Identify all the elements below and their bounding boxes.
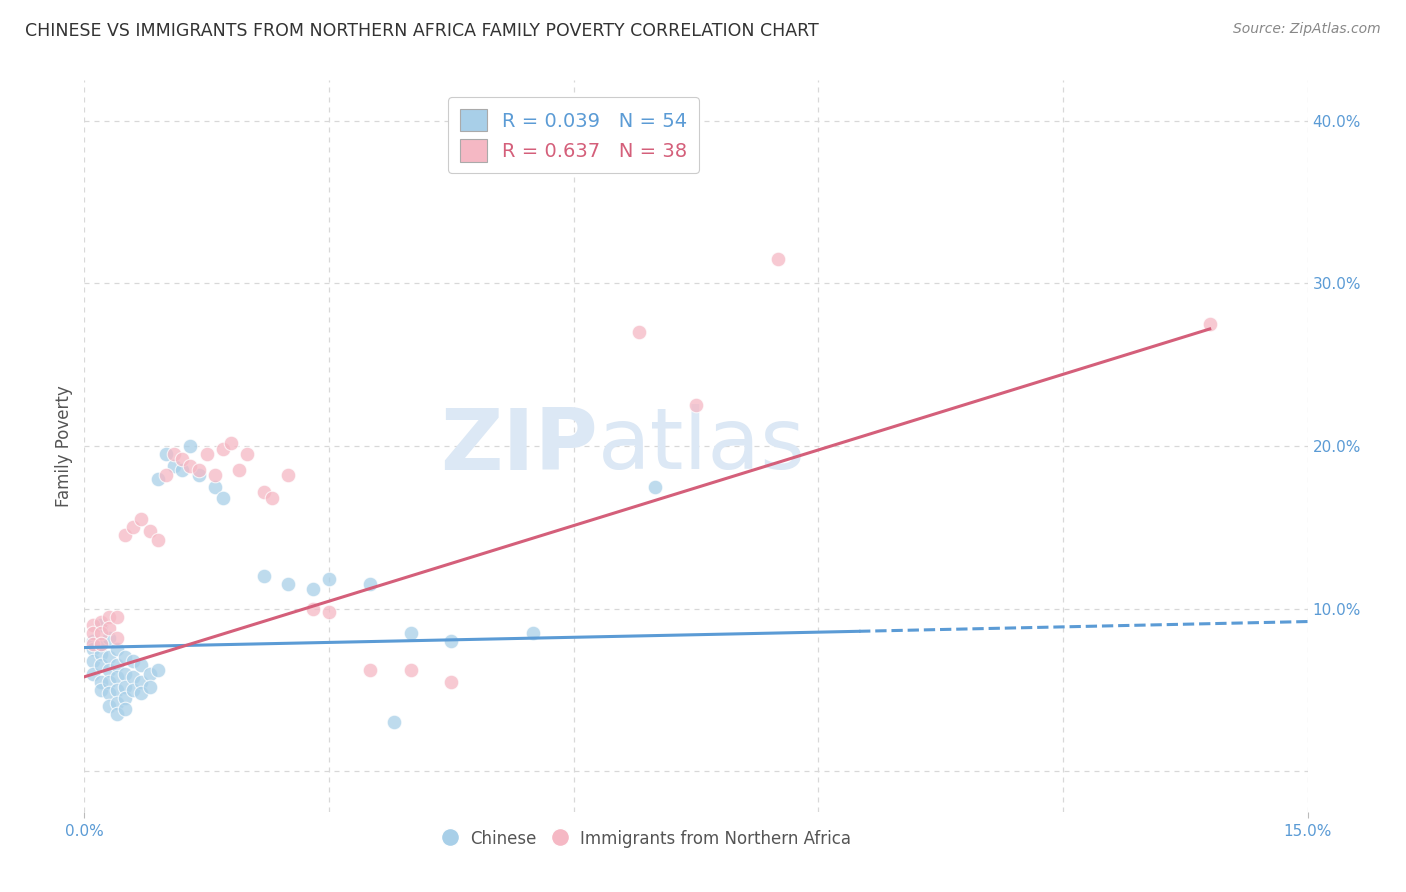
Point (138, 666, 160, 681)
Point (82, 617, 104, 632)
Point (219, 435, 242, 450)
Point (105, 707, 128, 722)
Point (97, 686, 120, 700)
Point (82, 666, 104, 681)
Point (105, 631, 128, 645)
Point (146, 471, 169, 485)
Point (212, 442, 235, 457)
Point (90, 617, 112, 632)
Point (138, 680, 160, 694)
Point (82, 637, 104, 651)
Point (253, 569, 276, 583)
Point (399, 626, 422, 640)
Point (97, 650, 120, 665)
Point (172, 452, 194, 467)
Point (131, 686, 153, 700)
Point (90, 682, 112, 697)
Text: atlas: atlas (598, 404, 806, 488)
Point (318, 605, 340, 619)
Text: CHINESE VS IMMIGRANTS FROM NORTHERN AFRICA FAMILY POVERTY CORRELATION CHART: CHINESE VS IMMIGRANTS FROM NORTHERN AFRI… (25, 22, 820, 40)
Point (204, 468, 226, 483)
Point (685, 398, 707, 412)
Point (97, 631, 120, 645)
Point (522, 626, 544, 640)
Point (440, 634, 463, 648)
Point (163, 447, 186, 461)
Point (90, 674, 112, 689)
Point (82, 626, 104, 640)
Point (97, 609, 120, 624)
Point (122, 682, 145, 697)
Point (236, 447, 259, 461)
Point (399, 663, 422, 677)
Point (105, 609, 128, 624)
Point (172, 463, 194, 477)
Text: ZIP: ZIP (440, 404, 598, 488)
Point (155, 447, 177, 461)
Point (90, 637, 112, 651)
Point (146, 663, 169, 677)
Point (97, 621, 120, 635)
Y-axis label: Family Poverty: Family Poverty (55, 385, 73, 507)
Point (277, 468, 299, 483)
Point (155, 468, 177, 483)
Point (204, 480, 226, 494)
Point (644, 480, 666, 494)
Point (179, 458, 201, 473)
Point (163, 458, 186, 473)
Point (301, 601, 323, 615)
Point (97, 699, 120, 714)
Point (195, 447, 218, 461)
Point (82, 634, 104, 648)
Point (382, 715, 405, 730)
Point (146, 533, 169, 548)
Point (627, 325, 650, 339)
Point (212, 491, 235, 505)
Point (105, 682, 128, 697)
Point (318, 572, 340, 586)
Point (82, 654, 104, 668)
Point (122, 670, 145, 684)
Point (228, 463, 250, 477)
Point (90, 615, 112, 629)
Point (260, 491, 283, 505)
Point (359, 577, 381, 591)
Point (90, 658, 112, 673)
Point (114, 528, 136, 542)
Point (122, 654, 145, 668)
Point (131, 674, 153, 689)
Point (114, 666, 136, 681)
Point (766, 252, 789, 266)
Point (90, 647, 112, 661)
Point (82, 642, 104, 657)
Point (105, 658, 128, 673)
Point (105, 642, 128, 657)
Point (131, 658, 153, 673)
Point (131, 512, 153, 526)
Point (301, 582, 323, 596)
Point (114, 690, 136, 705)
Point (359, 663, 381, 677)
Point (90, 626, 112, 640)
Point (90, 637, 112, 651)
Point (253, 484, 276, 499)
Point (187, 463, 209, 477)
Point (97, 674, 120, 689)
Point (1198, 317, 1220, 331)
Text: Source: ZipAtlas.com: Source: ZipAtlas.com (1233, 22, 1381, 37)
Point (114, 702, 136, 716)
Point (105, 670, 128, 684)
Point (114, 680, 136, 694)
Point (179, 439, 201, 453)
Point (138, 524, 160, 538)
Point (114, 650, 136, 665)
Point (440, 674, 463, 689)
Point (97, 663, 120, 677)
Point (277, 577, 299, 591)
Legend: Chinese, Immigrants from Northern Africa: Chinese, Immigrants from Northern Africa (437, 823, 858, 855)
Point (105, 696, 128, 710)
Point (122, 520, 145, 534)
Point (187, 468, 209, 483)
